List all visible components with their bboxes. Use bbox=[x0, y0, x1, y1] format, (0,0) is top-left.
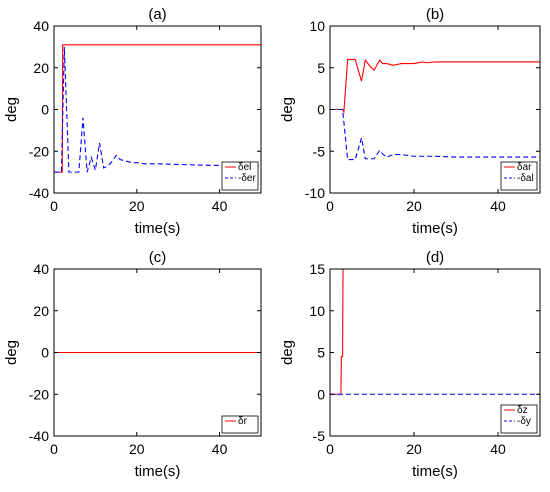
x-axis-label: time(s) bbox=[135, 220, 181, 237]
y-tick-label: 5 bbox=[317, 345, 325, 361]
series-line-0-0 bbox=[54, 44, 261, 173]
y-tick-label: -20 bbox=[29, 386, 49, 402]
y-tick-label: -5 bbox=[313, 143, 326, 159]
x-tick-label: 40 bbox=[490, 441, 506, 457]
series-line-0-1 bbox=[54, 46, 261, 173]
legend-entry-label: δr bbox=[238, 416, 248, 427]
legend-entry-label: -δer bbox=[238, 173, 256, 184]
series-line-3-0 bbox=[330, 268, 540, 395]
x-tick-label: 20 bbox=[406, 441, 422, 457]
y-tick-label: 40 bbox=[33, 261, 49, 277]
legend: δar-δal bbox=[500, 161, 538, 191]
series-line-1-0 bbox=[330, 58, 540, 115]
subplot-title: (a) bbox=[148, 6, 166, 23]
x-tick-label: 20 bbox=[129, 198, 145, 214]
y-tick-label: 20 bbox=[33, 303, 49, 319]
x-tick-label: 0 bbox=[326, 441, 334, 457]
y-tick-label: 0 bbox=[41, 102, 49, 118]
x-tick-label: 40 bbox=[490, 198, 506, 214]
x-tick-label: 40 bbox=[212, 198, 228, 214]
legend-entry-label: -δal bbox=[517, 173, 534, 184]
y-tick-label: -40 bbox=[29, 185, 49, 201]
legend: δr bbox=[221, 415, 259, 434]
y-tick-label: 15 bbox=[309, 261, 325, 277]
legend-entry-label: -δy bbox=[517, 416, 531, 427]
subplot-title: (d) bbox=[426, 249, 444, 266]
x-axis-label: time(s) bbox=[135, 463, 181, 480]
y-tick-label: -40 bbox=[29, 428, 49, 444]
x-axis-label: time(s) bbox=[412, 463, 458, 480]
x-tick-label: 20 bbox=[129, 441, 145, 457]
y-axis-label: deg bbox=[3, 340, 20, 365]
subplot-title: (c) bbox=[149, 249, 167, 266]
y-tick-label: -5 bbox=[313, 428, 326, 444]
x-axis-label: time(s) bbox=[412, 220, 458, 237]
legend-entry-label: δz bbox=[517, 405, 528, 416]
legend-box bbox=[221, 415, 259, 434]
y-axis-label: deg bbox=[3, 97, 20, 122]
y-tick-label: 40 bbox=[33, 18, 49, 34]
y-axis-label: deg bbox=[279, 340, 296, 365]
legend: δz-δy bbox=[500, 404, 538, 434]
x-tick-label: 0 bbox=[326, 198, 334, 214]
subplot-title: (b) bbox=[426, 6, 444, 23]
legend-entry-label: δel bbox=[238, 162, 251, 173]
y-tick-label: 0 bbox=[41, 345, 49, 361]
x-tick-label: 20 bbox=[406, 198, 422, 214]
legend-entry-label: δar bbox=[517, 162, 532, 173]
y-axis-label: deg bbox=[279, 97, 296, 122]
legend: δel-δer bbox=[221, 161, 259, 191]
series-line-1-1 bbox=[330, 108, 540, 161]
x-tick-label: 0 bbox=[50, 441, 58, 457]
y-tick-label: 10 bbox=[309, 303, 325, 319]
y-tick-label: -20 bbox=[29, 143, 49, 159]
y-tick-label: 0 bbox=[317, 102, 325, 118]
x-tick-label: 40 bbox=[212, 441, 228, 457]
x-tick-label: 0 bbox=[50, 198, 58, 214]
y-tick-label: 10 bbox=[309, 18, 325, 34]
y-tick-label: 5 bbox=[317, 60, 325, 76]
y-tick-label: -10 bbox=[305, 185, 325, 201]
y-tick-label: 20 bbox=[33, 60, 49, 76]
y-tick-label: 0 bbox=[317, 386, 325, 402]
